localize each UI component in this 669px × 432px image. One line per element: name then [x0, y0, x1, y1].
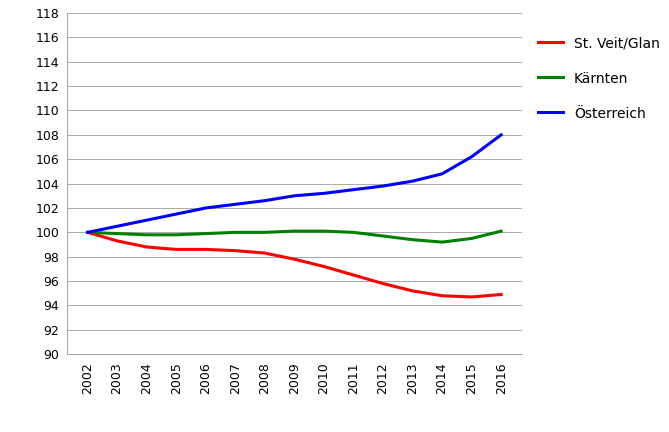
Kärnten — [320, 229, 328, 234]
St. Veit/Glan — [320, 264, 328, 269]
St. Veit/Glan — [468, 294, 476, 299]
Österreich — [320, 191, 328, 196]
Österreich — [290, 193, 298, 198]
Österreich — [113, 224, 121, 229]
Kärnten — [113, 231, 121, 236]
St. Veit/Glan — [142, 245, 151, 250]
St. Veit/Glan — [261, 251, 269, 256]
Kärnten — [84, 230, 92, 235]
Österreich — [261, 198, 269, 203]
Kärnten — [438, 239, 446, 245]
St. Veit/Glan — [84, 230, 92, 235]
Österreich — [202, 205, 210, 210]
St. Veit/Glan — [113, 238, 121, 244]
Österreich — [172, 212, 180, 217]
Kärnten — [261, 230, 269, 235]
St. Veit/Glan — [497, 292, 505, 297]
Österreich — [231, 202, 240, 207]
Österreich — [409, 178, 417, 184]
St. Veit/Glan — [438, 293, 446, 299]
Line: St. Veit/Glan: St. Veit/Glan — [88, 232, 501, 297]
Kärnten — [379, 233, 387, 238]
Kärnten — [409, 237, 417, 242]
Kärnten — [468, 236, 476, 241]
Österreich — [349, 187, 357, 192]
St. Veit/Glan — [379, 281, 387, 286]
Legend: St. Veit/Glan, Kärnten, Österreich: St. Veit/Glan, Kärnten, Österreich — [538, 37, 660, 121]
Kärnten — [349, 230, 357, 235]
Kärnten — [172, 232, 180, 237]
St. Veit/Glan — [290, 257, 298, 262]
Österreich — [438, 171, 446, 176]
Kärnten — [142, 232, 151, 237]
Österreich — [142, 218, 151, 223]
Line: Kärnten: Kärnten — [88, 231, 501, 242]
Kärnten — [290, 229, 298, 234]
St. Veit/Glan — [202, 247, 210, 252]
Kärnten — [497, 229, 505, 234]
Kärnten — [231, 230, 240, 235]
Österreich — [497, 132, 505, 137]
St. Veit/Glan — [172, 247, 180, 252]
Kärnten — [202, 231, 210, 236]
Line: Österreich: Österreich — [88, 135, 501, 232]
St. Veit/Glan — [349, 273, 357, 278]
St. Veit/Glan — [231, 248, 240, 253]
St. Veit/Glan — [409, 288, 417, 293]
Österreich — [379, 184, 387, 189]
Österreich — [468, 154, 476, 159]
Österreich — [84, 230, 92, 235]
